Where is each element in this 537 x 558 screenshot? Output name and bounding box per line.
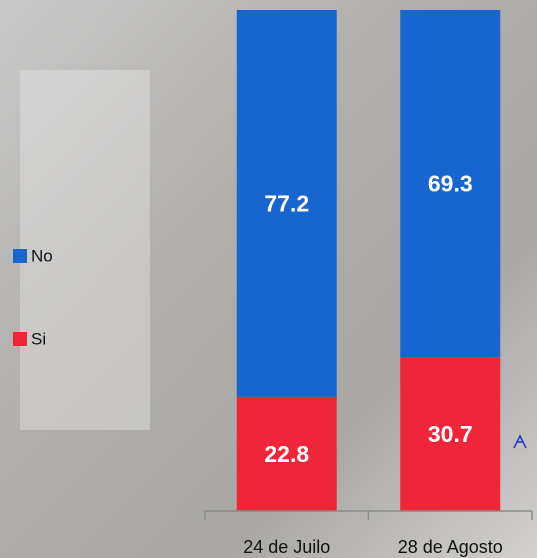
value-label: 77.2: [264, 190, 309, 216]
legend-swatch: [13, 249, 27, 263]
value-label: 22.8: [264, 441, 309, 467]
value-label: 69.3: [428, 171, 473, 197]
legend-label: No: [31, 246, 53, 265]
x-tick-label: 28 de Agosto: [398, 537, 503, 557]
value-label: 30.7: [428, 421, 473, 447]
legend-swatch: [13, 332, 27, 346]
chart: 22.8 77.2 24 de Juilo 30.7 69.3 28 de Agosto N…: [0, 0, 537, 558]
x-tick-label: 24 de Juilo: [243, 537, 330, 557]
legend-label: Si: [31, 329, 46, 348]
